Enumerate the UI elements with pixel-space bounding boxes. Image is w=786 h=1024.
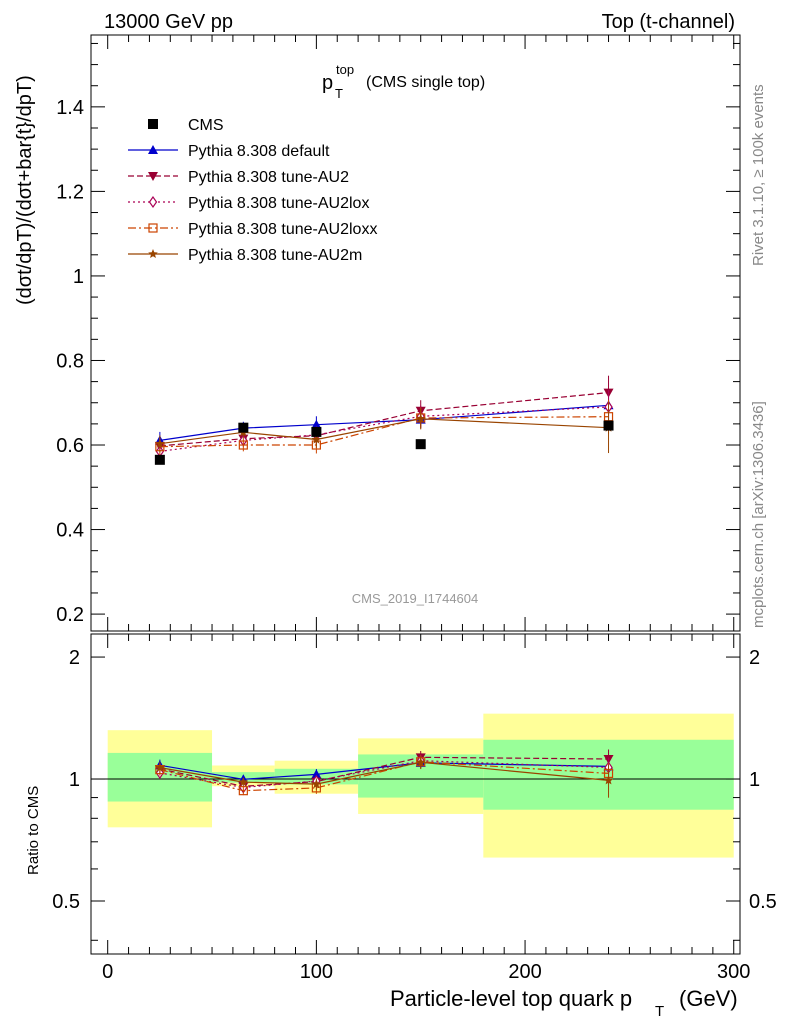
x-tick-label: 100	[300, 961, 333, 983]
header-left: 13000 GeV pp	[104, 11, 233, 33]
ratio-y-tick-label-left: 1	[69, 769, 80, 791]
top-y-axis-label: (dσt/dpT)/(dσt+bar{t}/dpT)	[14, 75, 36, 305]
series-line	[159, 392, 609, 447]
series-point	[311, 434, 322, 444]
series-line	[159, 406, 609, 452]
ratio-y-tick-label-right: 1	[749, 769, 760, 791]
top-y-axis-label-text: (dσt/dpT)/(dσt+bar{t}/dpT)	[14, 75, 36, 305]
ratio-point	[238, 777, 249, 787]
series-point	[311, 419, 322, 429]
legend-marker	[148, 223, 158, 233]
ratio-point	[155, 762, 165, 772]
legend-marker	[148, 249, 158, 258]
ratio-y-tick-label-right: 2	[749, 647, 760, 669]
data-point	[603, 420, 614, 431]
ratio-y-tick-label-left: 2	[69, 647, 80, 669]
x-axis-label-unit: (GeV)	[679, 986, 738, 1011]
top-y-tick-label: 0.8	[56, 350, 84, 372]
top-y-tick-label: 0.6	[56, 435, 84, 457]
data-point	[415, 439, 426, 450]
series-point	[155, 438, 165, 448]
legend-label: Pythia 8.308 default	[188, 143, 330, 160]
legend-label: CMS	[188, 117, 224, 134]
plot-title: p top T (CMS single top)	[322, 62, 485, 101]
x-tick-label: 300	[717, 961, 750, 983]
ratio-y-axis-label: Ratio to CMS	[25, 786, 42, 875]
ratio-point	[311, 769, 322, 779]
top-y-tick-label: 0.2	[56, 604, 84, 626]
top-y-tick-label: 1.4	[56, 97, 84, 119]
title-sub: T	[335, 86, 343, 101]
legend-label: Pythia 8.308 tune-AU2m	[188, 247, 362, 264]
legend-label: Pythia 8.308 tune-AU2	[188, 169, 349, 186]
legend-marker	[148, 145, 158, 154]
title-main: p	[322, 72, 333, 94]
x-axis-label: Particle-level top quark p T (GeV)	[390, 986, 738, 1020]
data-point	[311, 426, 322, 437]
rivet-label: Rivet 3.1.10, ≥ 100k events	[750, 84, 767, 266]
x-tick-label: 0	[102, 961, 113, 983]
top-axis-ticks: 0.2 0.4 0.6 0.8 1 1.2 1.4	[56, 42, 740, 626]
ratio-point	[311, 779, 322, 789]
data-point	[154, 454, 165, 465]
header-right: Top (t-channel)	[602, 11, 735, 33]
series-point	[416, 413, 426, 423]
ratio-y-tick-label-right: 0.5	[749, 891, 777, 913]
ratio-panel-frame	[90, 633, 741, 955]
top-y-tick-label: 1	[73, 266, 84, 288]
legend: CMS Pythia 8.308 default Pythia 8.308 tune…	[128, 117, 377, 264]
data-point	[238, 422, 249, 433]
title-suffix: (CMS single top)	[366, 74, 485, 91]
watermark: CMS_2019_I1744604	[352, 591, 479, 606]
legend-marker	[148, 172, 158, 181]
x-axis-ticks: 0 100 200 300	[102, 35, 750, 983]
top-panel-frame	[90, 34, 741, 632]
x-tick-label: 200	[508, 961, 541, 983]
title-sup: top	[336, 62, 354, 77]
ratio-point	[603, 775, 614, 785]
top-y-tick-label: 0.4	[56, 520, 84, 542]
ratio-panel-series	[154, 749, 614, 798]
top-panel-series	[154, 375, 614, 465]
series-point	[238, 440, 248, 450]
ratio-series-line	[159, 760, 609, 789]
ratio-axis-ticks: 0.5 0.5 1 1 2 2	[52, 647, 777, 941]
x-axis-label-main: Particle-level top quark p	[390, 986, 632, 1011]
ratio-y-tick-label-left: 0.5	[52, 891, 80, 913]
ratio-bands	[107, 713, 734, 858]
legend-marker	[148, 195, 158, 209]
top-y-tick-label: 1.2	[56, 181, 84, 203]
ratio-point	[238, 786, 248, 796]
x-axis-label-sub: T	[655, 1003, 664, 1020]
legend-label: Pythia 8.308 tune-AU2loxx	[188, 221, 377, 238]
ratio-point	[416, 757, 426, 767]
legend-marker	[148, 119, 158, 129]
legend-label: Pythia 8.308 tune-AU2lox	[188, 195, 369, 212]
mcplots-label: mcplots.cern.ch [arXiv:1306.3436]	[750, 401, 767, 628]
